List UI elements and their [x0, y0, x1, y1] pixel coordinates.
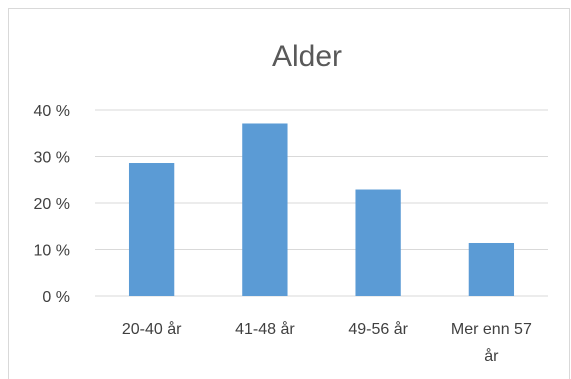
x-category-label: Mer enn 57 [451, 321, 532, 338]
bar [468, 242, 515, 296]
chart-title: Alder [272, 40, 342, 73]
bars [128, 123, 515, 296]
y-axis-ticks: 0 % 10 % 20 % 30 % 40 % [34, 103, 70, 306]
y-tick-label: 20 % [34, 196, 70, 213]
y-tick-label: 40 % [34, 103, 70, 120]
bar [355, 189, 401, 296]
bar [242, 123, 288, 296]
x-axis-labels: 20-40 år 41-48 år 49-56 år Mer enn 57 år [122, 320, 532, 365]
y-tick-label: 30 % [34, 150, 70, 167]
y-tick-label: 0 % [42, 289, 70, 306]
x-category-label: 41-48 år [235, 320, 295, 338]
x-category-label: år [484, 347, 499, 365]
bar [128, 163, 175, 296]
y-tick-label: 10 % [34, 243, 70, 260]
x-category-label: 49-56 år [348, 320, 408, 338]
x-category-label: 20-40 år [122, 320, 182, 338]
chart-frame [8, 8, 570, 379]
